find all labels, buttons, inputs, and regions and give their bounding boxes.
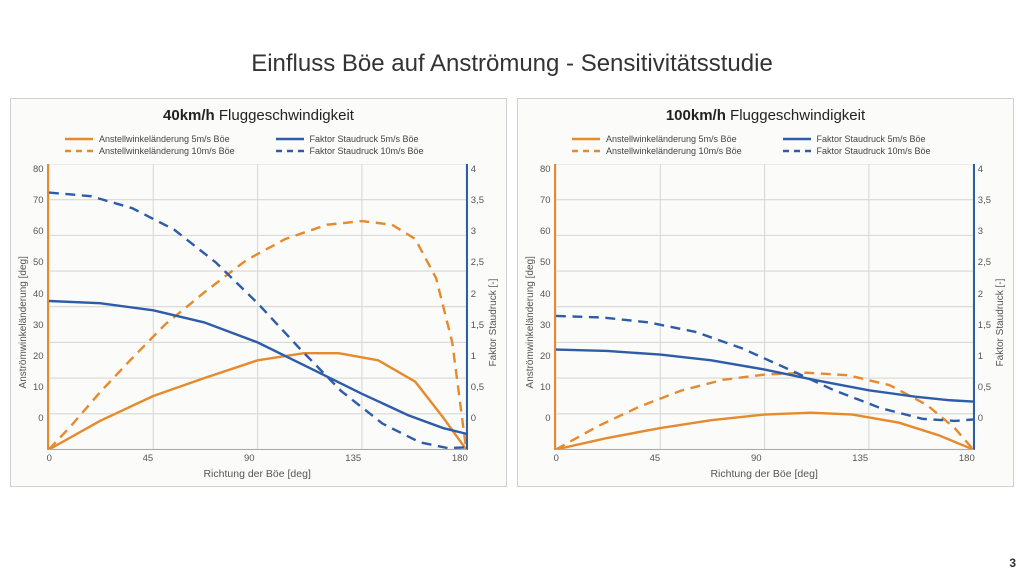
y-right-label: Faktor Staudruck [-] <box>994 164 1007 480</box>
legend-item-a10: Anstellwinkeländerung 10m/s Böe <box>65 146 262 156</box>
chart-panel-p100: 100km/h Fluggeschwindigkeit Anstellwinke… <box>517 98 1014 487</box>
legend-item-f10: Faktor Staudruck 10m/s Böe <box>783 146 980 156</box>
page-title: Einfluss Böe auf Anströmung - Sensitivit… <box>0 0 1024 98</box>
y-right-label: Faktor Staudruck [-] <box>487 164 500 480</box>
x-label: Richtung der Böe [deg] <box>554 468 975 480</box>
chart-panel-p40: 40km/h Fluggeschwindigkeit Anstellwinkel… <box>10 98 507 487</box>
plot-area <box>47 164 468 450</box>
legend-item-a5: Anstellwinkeländerung 5m/s Böe <box>65 134 262 144</box>
legend-item-f10: Faktor Staudruck 10m/s Böe <box>276 146 473 156</box>
legend: Anstellwinkeländerung 5m/s Böe Faktor St… <box>17 134 500 162</box>
x-ticks: 04590135180 <box>554 450 975 464</box>
y-left-label: Anströmwinkeländerung [deg] <box>17 164 30 480</box>
page-number: 3 <box>1009 556 1016 570</box>
y-left-ticks: 80706050403020100 <box>30 164 47 424</box>
legend-item-f5: Faktor Staudruck 5m/s Böe <box>783 134 980 144</box>
plot-area <box>554 164 975 450</box>
legend-item-a10: Anstellwinkeländerung 10m/s Böe <box>572 146 769 156</box>
legend-item-f5: Faktor Staudruck 5m/s Böe <box>276 134 473 144</box>
x-label: Richtung der Böe [deg] <box>47 468 468 480</box>
y-right-ticks: 43,532,521,510,50 <box>975 164 994 424</box>
panel-title: 40km/h Fluggeschwindigkeit <box>17 107 500 124</box>
y-left-label: Anströmwinkeländerung [deg] <box>524 164 537 480</box>
x-ticks: 04590135180 <box>47 450 468 464</box>
panel-title: 100km/h Fluggeschwindigkeit <box>524 107 1007 124</box>
charts-row: 40km/h Fluggeschwindigkeit Anstellwinkel… <box>0 98 1024 487</box>
plot-wrap: Anströmwinkeländerung [deg] 807060504030… <box>524 164 1007 480</box>
legend: Anstellwinkeländerung 5m/s Böe Faktor St… <box>524 134 1007 162</box>
plot-wrap: Anströmwinkeländerung [deg] 807060504030… <box>17 164 500 480</box>
y-left-ticks: 80706050403020100 <box>537 164 554 424</box>
y-right-ticks: 43,532,521,510,50 <box>468 164 487 424</box>
legend-item-a5: Anstellwinkeländerung 5m/s Böe <box>572 134 769 144</box>
